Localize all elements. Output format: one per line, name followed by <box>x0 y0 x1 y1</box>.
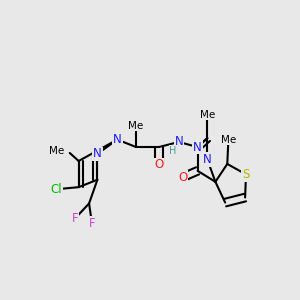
Text: Me: Me <box>128 121 144 131</box>
Text: F: F <box>72 212 78 225</box>
Text: F: F <box>89 217 95 230</box>
Text: Me: Me <box>220 135 236 145</box>
Text: N: N <box>113 133 122 146</box>
Text: Cl: Cl <box>51 183 62 196</box>
Text: N: N <box>93 147 102 161</box>
Text: H: H <box>169 146 177 156</box>
Text: N: N <box>193 140 202 154</box>
Text: Me: Me <box>50 146 65 156</box>
Text: O: O <box>178 171 187 184</box>
Text: Me: Me <box>200 110 215 120</box>
Text: N: N <box>175 136 183 148</box>
Text: N: N <box>203 153 212 166</box>
Text: O: O <box>154 158 164 171</box>
Text: S: S <box>242 168 250 181</box>
